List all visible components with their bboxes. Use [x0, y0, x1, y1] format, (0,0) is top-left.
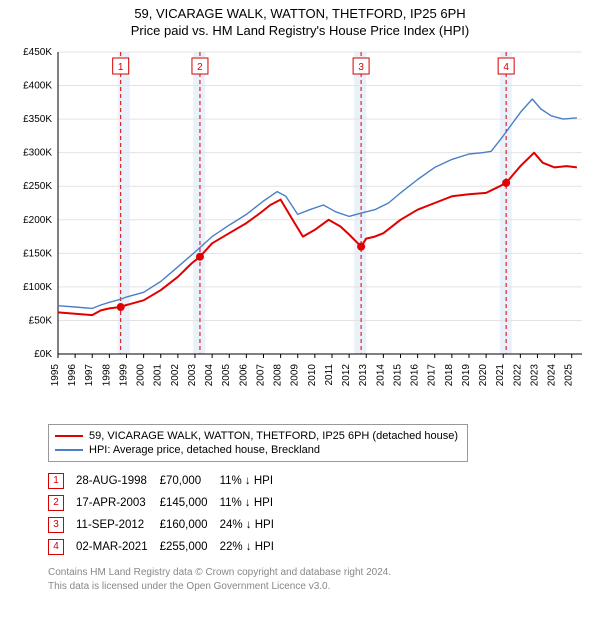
svg-text:£350K: £350K	[23, 114, 52, 125]
svg-text:2003: 2003	[187, 364, 198, 387]
svg-text:1995: 1995	[50, 364, 61, 387]
event-date: 28-AUG-1998	[76, 470, 160, 492]
chart: £0K £50K £100K £150K £200K £250K £300K £350K £40…	[10, 44, 590, 414]
svg-text:1997: 1997	[84, 364, 95, 387]
svg-text:1999: 1999	[118, 364, 129, 387]
legend-row: 59, VICARAGE WALK, WATTON, THETFORD, IP2…	[55, 429, 461, 443]
event-date: 02-MAR-2021	[76, 536, 160, 558]
svg-text:1998: 1998	[101, 364, 112, 387]
chart-title-block: 59, VICARAGE WALK, WATTON, THETFORD, IP2…	[10, 6, 590, 38]
svg-text:2020: 2020	[478, 364, 489, 387]
svg-text:1996: 1996	[67, 364, 78, 387]
event-delta: 11% ↓ HPI	[220, 470, 286, 492]
event-price: £255,000	[160, 536, 220, 558]
svg-text:2016: 2016	[410, 364, 421, 387]
legend-row: HPI: Average price, detached house, Brec…	[55, 443, 461, 457]
svg-text:£250K: £250K	[23, 181, 52, 192]
svg-text:4: 4	[503, 62, 509, 73]
svg-text:2005: 2005	[221, 364, 232, 387]
event-row: 4 02-MAR-2021£255,00022% ↓ HPI	[48, 536, 286, 558]
event-delta: 22% ↓ HPI	[220, 536, 286, 558]
svg-text:2017: 2017	[427, 364, 438, 387]
svg-text:2009: 2009	[290, 364, 301, 387]
svg-text:£300K: £300K	[23, 148, 52, 159]
legend-label: HPI: Average price, detached house, Brec…	[89, 444, 320, 456]
svg-text:2022: 2022	[512, 364, 523, 387]
svg-text:1: 1	[118, 62, 124, 73]
legend-swatch-price-paid	[55, 435, 83, 437]
svg-text:2014: 2014	[375, 364, 386, 387]
footnote: Contains HM Land Registry data © Crown c…	[48, 566, 590, 593]
svg-text:2008: 2008	[273, 364, 284, 387]
event-row: 1 28-AUG-1998£70,00011% ↓ HPI	[48, 470, 286, 492]
svg-text:2001: 2001	[153, 364, 164, 387]
title-line-1: 59, VICARAGE WALK, WATTON, THETFORD, IP2…	[10, 6, 590, 21]
event-price: £145,000	[160, 492, 220, 514]
svg-text:2011: 2011	[324, 364, 335, 386]
svg-text:£450K: £450K	[23, 47, 52, 58]
svg-text:2023: 2023	[529, 364, 540, 387]
event-marker: 1	[48, 473, 64, 489]
svg-text:2010: 2010	[307, 364, 318, 387]
legend-swatch-hpi	[55, 449, 83, 451]
svg-text:2002: 2002	[170, 364, 181, 387]
svg-text:2006: 2006	[238, 364, 249, 387]
title-line-2: Price paid vs. HM Land Registry's House …	[10, 23, 590, 38]
legend-label: 59, VICARAGE WALK, WATTON, THETFORD, IP2…	[89, 430, 458, 442]
event-marker: 3	[48, 517, 64, 533]
event-delta: 11% ↓ HPI	[220, 492, 286, 514]
event-date: 11-SEP-2012	[76, 514, 160, 536]
svg-text:2025: 2025	[564, 364, 575, 387]
svg-text:£150K: £150K	[23, 248, 52, 259]
svg-text:£50K: £50K	[29, 315, 53, 326]
legend: 59, VICARAGE WALK, WATTON, THETFORD, IP2…	[48, 424, 468, 462]
event-delta: 24% ↓ HPI	[220, 514, 286, 536]
event-price: £70,000	[160, 470, 220, 492]
svg-text:2018: 2018	[444, 364, 455, 387]
events-table: 1 28-AUG-1998£70,00011% ↓ HPI 2 17-APR-2003…	[48, 470, 286, 558]
svg-text:2019: 2019	[461, 364, 472, 387]
svg-text:2: 2	[197, 62, 203, 73]
event-row: 3 11-SEP-2012£160,00024% ↓ HPI	[48, 514, 286, 536]
svg-text:2015: 2015	[392, 364, 403, 387]
svg-text:2012: 2012	[341, 364, 352, 387]
svg-text:£0K: £0K	[34, 349, 52, 360]
svg-text:2000: 2000	[136, 364, 147, 387]
event-marker: 4	[48, 539, 64, 555]
svg-text:2013: 2013	[358, 364, 369, 387]
svg-text:3: 3	[358, 62, 364, 73]
svg-text:2024: 2024	[547, 364, 558, 387]
svg-text:£400K: £400K	[23, 81, 52, 92]
svg-text:£100K: £100K	[23, 282, 52, 293]
svg-text:£200K: £200K	[23, 215, 52, 226]
event-marker: 2	[48, 495, 64, 511]
footnote-line: Contains HM Land Registry data © Crown c…	[48, 566, 590, 580]
event-price: £160,000	[160, 514, 220, 536]
chart-svg: £0K £50K £100K £150K £200K £250K £300K £350K £40…	[10, 44, 590, 414]
footnote-line: This data is licensed under the Open Gov…	[48, 580, 590, 594]
event-date: 17-APR-2003	[76, 492, 160, 514]
svg-text:2007: 2007	[255, 364, 266, 387]
svg-text:2021: 2021	[495, 364, 506, 387]
event-row: 2 17-APR-2003£145,00011% ↓ HPI	[48, 492, 286, 514]
svg-text:2004: 2004	[204, 364, 215, 387]
